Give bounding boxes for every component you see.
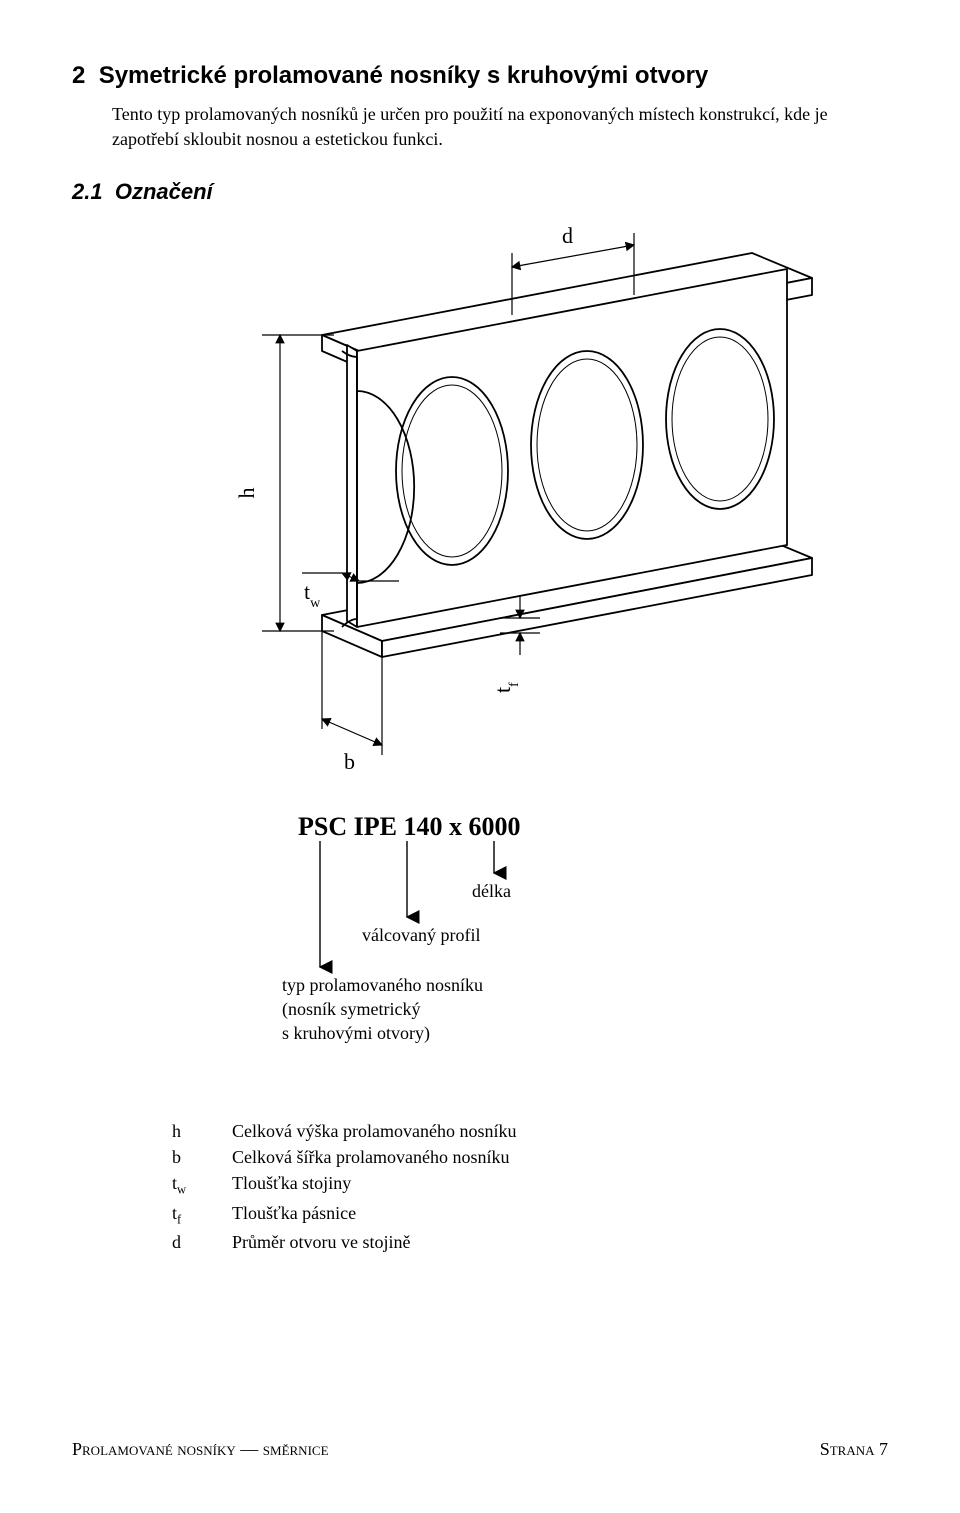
svg-text:tf: tf xyxy=(490,682,522,693)
sym-0: h xyxy=(172,1119,232,1143)
footer-left: Prolamované nosníky — směrnice xyxy=(72,1437,329,1461)
sym-desc-1: Celková šířka prolamovaného nosníku xyxy=(232,1145,509,1169)
section-title-text: Symetrické prolamované nosníky s kruhový… xyxy=(99,62,709,89)
sym-4: d xyxy=(172,1230,232,1254)
designation-typ-3: s kruhovými otvory) xyxy=(282,1023,430,1043)
designation-typ-1: typ prolamovaného nosníku xyxy=(282,975,483,995)
section-heading: 2 Symetrické prolamované nosníky s kruho… xyxy=(72,60,888,92)
dim-tw-sub: w xyxy=(310,595,321,610)
svg-text:tw: tw xyxy=(304,579,321,611)
designation-code: PSC IPE 140 x 6000 xyxy=(232,809,832,844)
subsection-heading: 2.1 Označení xyxy=(72,177,888,207)
beam-diagram: d h tw tf xyxy=(192,223,832,783)
sym-desc-3: Tloušťka pásnice xyxy=(232,1201,356,1225)
sym-3: tf xyxy=(172,1201,232,1229)
table-row: bCelková šířka prolamovaného nosníku xyxy=(172,1145,888,1169)
footer-page: 7 xyxy=(879,1439,888,1459)
sym-2: tw xyxy=(172,1171,232,1199)
dim-d-label: d xyxy=(562,223,573,248)
dim-b-label: b xyxy=(344,749,355,774)
designation-profil: válcovaný profil xyxy=(362,923,480,947)
table-row: hCelková výška prolamovaného nosníku xyxy=(172,1119,888,1143)
designation-block: PSC IPE 140 x 6000 délka válcovaný profi… xyxy=(232,809,832,1079)
section-body: Tento typ prolamovaných nosníků je určen… xyxy=(112,102,888,151)
sym-1: b xyxy=(172,1145,232,1169)
footer-right: Strana 7 xyxy=(820,1437,888,1461)
designation-typ-2: (nosník symetrický xyxy=(282,999,420,1019)
page-footer: Prolamované nosníky — směrnice Strana 7 xyxy=(72,1437,888,1461)
sym-desc-0: Celková výška prolamovaného nosníku xyxy=(232,1119,516,1143)
table-row: twTloušťka stojiny xyxy=(172,1171,888,1199)
sym-desc-2: Tloušťka stojiny xyxy=(232,1171,351,1195)
sym-desc-4: Průměr otvoru ve stojině xyxy=(232,1230,410,1254)
subsection-title-text: Označení xyxy=(115,179,213,204)
dim-tf-sub: f xyxy=(507,682,522,687)
subsection-number: 2.1 xyxy=(72,179,103,204)
table-row: dPrůměr otvoru ve stojině xyxy=(172,1230,888,1254)
footer-right-prefix: Strana xyxy=(820,1439,875,1459)
symbol-table: hCelková výška prolamovaného nosníku bCe… xyxy=(172,1119,888,1255)
dim-h-label: h xyxy=(234,487,259,498)
designation-delka: délka xyxy=(472,879,511,903)
section-number: 2 xyxy=(72,62,85,89)
table-row: tfTloušťka pásnice xyxy=(172,1201,888,1229)
